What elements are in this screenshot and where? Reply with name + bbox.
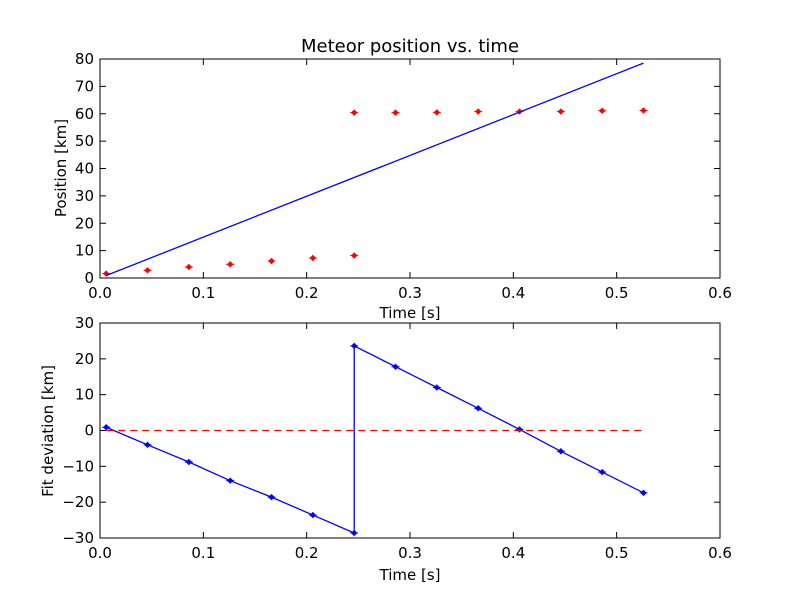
- top-y-tick-label: 80: [75, 50, 94, 68]
- bottom-x-tick-label: 0.2: [295, 544, 319, 562]
- bottom-y-axis-label: Fit deviation [km]: [39, 365, 57, 497]
- bottom-data-point: [102, 424, 110, 431]
- top-data-point: [185, 263, 193, 271]
- bottom-x-tick-label: 0.0: [88, 544, 112, 562]
- top-x-tick-label: 0.4: [501, 284, 525, 302]
- bottom-y-tick-label: 30: [75, 314, 94, 332]
- top-y-tick-label: 0: [84, 269, 94, 287]
- bottom-data-point: [185, 458, 193, 466]
- bottom-axes-frame: [99, 322, 721, 539]
- top-chart: Meteor position vs. time Time [s] Positi…: [52, 36, 732, 322]
- bottom-data-point: [350, 529, 358, 537]
- bottom-x-tick-label: 0.4: [501, 544, 525, 562]
- top-y-tick-label: 50: [75, 132, 94, 150]
- bottom-data-point: [392, 363, 399, 370]
- top-y-axis-label: Position [km]: [52, 119, 70, 217]
- bottom-data-point: [557, 448, 565, 455]
- top-data-point: [474, 108, 482, 115]
- top-y-tick-label: 60: [75, 105, 94, 123]
- top-y-tick-label: 20: [75, 214, 94, 232]
- bottom-data-point: [516, 426, 523, 433]
- bottom-chart: Time [s] Fit deviation [km] 0.0 0.1 0.2 0.3…: [39, 314, 732, 584]
- top-y-tick-label: 70: [75, 77, 94, 95]
- bottom-x-tick-label: 0.6: [708, 544, 732, 562]
- bottom-y-tick-label: −10: [62, 457, 94, 475]
- bottom-series-0-line: [105, 344, 644, 534]
- top-data-point: [309, 254, 317, 262]
- top-x-tick-label: 0.6: [708, 284, 732, 302]
- top-y-tick-label: 10: [75, 242, 94, 260]
- top-data-point: [102, 270, 110, 277]
- top-data-point: [350, 252, 358, 259]
- top-data-point: [433, 109, 441, 116]
- top-y-tick-label: 40: [75, 160, 94, 178]
- bottom-x-tick-label: 0.3: [398, 544, 422, 562]
- bottom-y-tick-label: 20: [75, 350, 94, 368]
- top-x-tick-label: 0.2: [295, 284, 319, 302]
- bottom-data-point: [598, 468, 606, 476]
- top-data-point: [144, 267, 151, 274]
- bottom-data-point: [144, 441, 151, 449]
- top-data-point: [392, 109, 399, 116]
- bottom-data-point: [640, 489, 647, 497]
- top-x-tick-label: 0.5: [605, 284, 629, 302]
- top-data-point: [598, 107, 606, 114]
- top-x-tick-label: 0.3: [398, 284, 422, 302]
- bottom-data-point: [433, 384, 441, 391]
- top-data-point: [226, 261, 234, 268]
- bottom-y-tick-label: 0: [84, 422, 94, 440]
- top-y-tick-label: 30: [75, 187, 94, 205]
- bottom-y-tick-label: −30: [62, 529, 94, 547]
- top-plot-area: 0.0 0.1 0.2 0.3 0.4 0.5 0.6 0 10 20 30 40 50 60 70 80: [75, 50, 732, 302]
- bottom-y-tick-label: 10: [75, 386, 94, 404]
- bottom-data-point: [474, 405, 482, 412]
- top-data-point: [640, 107, 647, 114]
- top-x-tick-label: 0.1: [191, 284, 215, 302]
- bottom-x-tick-label: 0.5: [605, 544, 629, 562]
- bottom-data-point: [226, 477, 234, 484]
- bottom-data-point: [350, 342, 358, 350]
- top-data-point: [268, 257, 275, 265]
- bottom-data-point: [309, 511, 317, 519]
- bottom-data-point: [268, 493, 275, 501]
- top-chart-title: Meteor position vs. time: [301, 36, 519, 57]
- bottom-x-tick-label: 0.1: [191, 544, 215, 562]
- top-data-point: [557, 108, 565, 115]
- top-x-axis-label: Time [s]: [379, 304, 441, 322]
- top-axes-frame: [99, 58, 721, 279]
- top-data-point: [350, 109, 358, 116]
- top-x-tick-label: 0.0: [88, 284, 112, 302]
- top-series-1-line: [105, 62, 644, 277]
- bottom-plot-area: 0.0 0.1 0.2 0.3 0.4 0.5 0.6 −30 −20 −10 0 10 20 30: [62, 314, 732, 562]
- bottom-y-tick-label: −20: [62, 493, 94, 511]
- bottom-x-axis-label: Time [s]: [379, 566, 441, 584]
